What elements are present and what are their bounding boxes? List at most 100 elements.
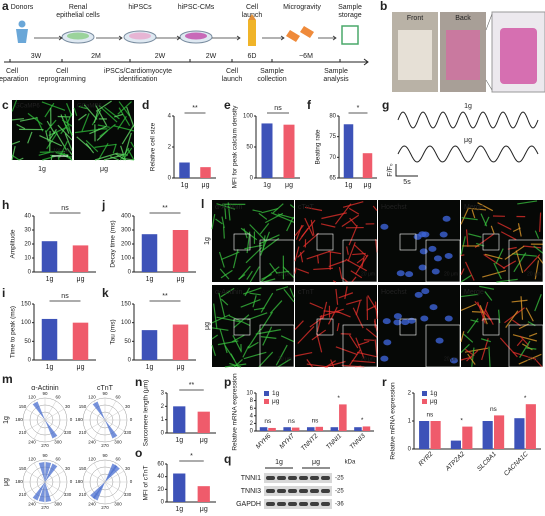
fiber <box>297 268 310 274</box>
polar-spoke <box>104 419 125 432</box>
fiber <box>539 212 542 232</box>
fiber <box>238 273 246 280</box>
y-tick-label: 2 <box>161 404 165 410</box>
y-tick-label: 200 <box>121 242 132 248</box>
condition-label: μg <box>204 322 211 330</box>
blot-band <box>321 502 330 506</box>
fiber <box>61 119 73 127</box>
legend-label: 1g <box>430 390 438 397</box>
fiber <box>265 212 284 224</box>
fiber <box>301 219 316 238</box>
step-label: analysis <box>323 76 349 83</box>
inset-zoom <box>342 324 378 368</box>
nucleus <box>444 252 453 259</box>
significance: ns <box>312 418 320 425</box>
step-label: Cell <box>226 68 239 75</box>
fiber <box>479 285 495 290</box>
polar-petal <box>45 463 58 482</box>
fiber <box>498 309 501 324</box>
fiber <box>231 334 245 343</box>
fiber <box>275 344 288 366</box>
angle-label: 120 <box>28 457 36 462</box>
fiber <box>342 277 348 283</box>
fiber <box>220 298 229 306</box>
x-tick-label: TNNI1 <box>325 432 344 451</box>
y-tick-label: 0 <box>250 176 254 182</box>
polar-spoke <box>93 462 106 483</box>
stage-label: Donors <box>11 4 34 11</box>
y-tick-label: 400 <box>121 214 132 220</box>
fiber <box>356 257 364 264</box>
fiber <box>517 200 538 205</box>
angle-label: 150 <box>19 466 27 471</box>
nucleus <box>383 339 392 346</box>
fiber <box>294 351 313 357</box>
launch-icon <box>248 14 256 20</box>
nucleus <box>380 223 389 230</box>
significance: ns <box>426 412 434 419</box>
nucleus <box>419 248 428 255</box>
bar <box>482 421 493 449</box>
significance: ns <box>288 418 296 425</box>
fiber <box>57 156 60 161</box>
blot-band <box>310 476 319 480</box>
fiber <box>18 157 24 161</box>
fiber <box>306 359 313 368</box>
y-tick-label: 0 <box>28 358 32 364</box>
angle-label: 90 <box>102 453 108 458</box>
stage-label: Microgravity <box>283 4 321 11</box>
fiber <box>258 212 268 220</box>
y-tick-label: 3 <box>161 391 165 397</box>
micrograph <box>461 200 543 282</box>
kda-label: -36 <box>335 502 344 508</box>
fiber <box>95 100 112 112</box>
x-tick-label: μg <box>200 506 208 513</box>
scale-label: 20 μm <box>278 271 292 277</box>
significance: * <box>524 395 527 402</box>
angle-label: 270 <box>41 443 49 448</box>
nucleus <box>429 304 438 311</box>
fiber <box>511 299 528 303</box>
stage-label: storage <box>338 12 361 19</box>
fiber <box>85 140 99 153</box>
bar <box>339 404 347 431</box>
bar <box>197 411 210 433</box>
y-tick-label: 20 <box>24 242 31 248</box>
condition-label: 1g <box>204 237 211 245</box>
bar <box>514 418 525 449</box>
bar <box>141 234 158 272</box>
fiber <box>493 262 502 280</box>
fiber <box>27 131 33 144</box>
fiber <box>94 152 118 161</box>
y-axis-label: Beating rate <box>315 129 322 164</box>
fiber <box>365 328 378 338</box>
blot-band <box>266 489 275 493</box>
significance: ** <box>162 293 168 300</box>
angle-label: 60 <box>115 457 121 462</box>
step-label: iPSCs/Cardiomyocyte <box>104 68 172 75</box>
condition-label: μg <box>100 166 108 173</box>
panel-letter: p <box>224 375 231 389</box>
channel-label: Merge <box>464 289 484 296</box>
scale-label: 20 μm <box>527 271 541 277</box>
launch-icon <box>248 20 256 46</box>
fiber <box>269 262 278 274</box>
angle-label: 150 <box>79 404 87 409</box>
y-tick-label: 150 <box>121 302 132 308</box>
angle-label: 270 <box>101 505 109 510</box>
fiber <box>468 233 482 238</box>
x-tick-label: 1g <box>146 364 154 371</box>
polar-spoke <box>85 419 106 432</box>
inset-zoom <box>425 239 461 283</box>
bar <box>200 167 211 178</box>
fiber <box>372 205 378 212</box>
channel-label: GCaMP6 <box>77 104 102 110</box>
stage-label: Renal <box>69 4 88 11</box>
polar-spoke <box>104 470 125 483</box>
panel-letter: l <box>201 197 204 211</box>
polar-spoke <box>25 419 46 432</box>
protein-label: α-Actinin <box>31 385 58 392</box>
angle-label: 30 <box>125 466 131 471</box>
fiber <box>351 276 357 283</box>
channel-label: GCaMP6 <box>15 104 40 110</box>
